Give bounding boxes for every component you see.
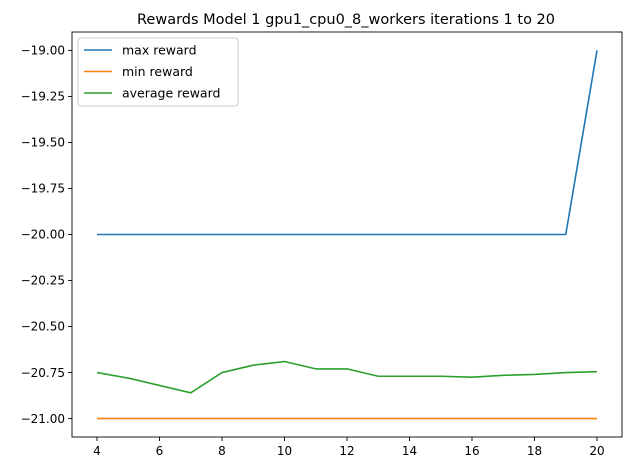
legend-label: max reward (122, 43, 197, 58)
x-tick-label: 20 (589, 444, 604, 458)
y-tick-label: −20.00 (21, 228, 65, 242)
y-axis: −19.00 −19.25 −19.50 −19.75 −20.00 −20.25 −20.… (21, 44, 72, 426)
chart-title: Rewards Model 1 gpu1_cpu0_8_workers iter… (137, 12, 555, 28)
x-tick-label: 16 (464, 444, 479, 458)
y-tick-label: −20.25 (21, 274, 65, 288)
x-tick-label: 14 (402, 444, 417, 458)
y-tick-label: −20.50 (21, 320, 65, 334)
legend: max reward min reward average reward (77, 37, 239, 107)
series-layer (96, 50, 598, 420)
x-tick-label: 8 (218, 444, 226, 458)
legend-label: min reward (122, 64, 193, 79)
x-tick-label: 4 (93, 444, 101, 458)
x-tick-label: 12 (339, 444, 354, 458)
x-tick-label: 6 (156, 444, 164, 458)
y-tick-label: −19.00 (21, 44, 65, 58)
y-tick-label: −19.25 (21, 90, 65, 104)
y-tick-label: −19.75 (21, 182, 65, 196)
x-tick-label: 10 (277, 444, 292, 458)
legend-label: average reward (122, 86, 220, 101)
series-line-average-reward (96, 360, 598, 394)
y-tick-label: −21.00 (21, 412, 65, 426)
series-line-max-reward (97, 50, 598, 236)
x-tick-label: 18 (527, 444, 542, 458)
y-tick-label: −19.50 (21, 136, 65, 150)
y-tick-label: −20.75 (21, 366, 65, 380)
legend-box (77, 37, 239, 107)
x-axis: 4 6 8 10 12 14 16 18 20 (93, 437, 605, 458)
